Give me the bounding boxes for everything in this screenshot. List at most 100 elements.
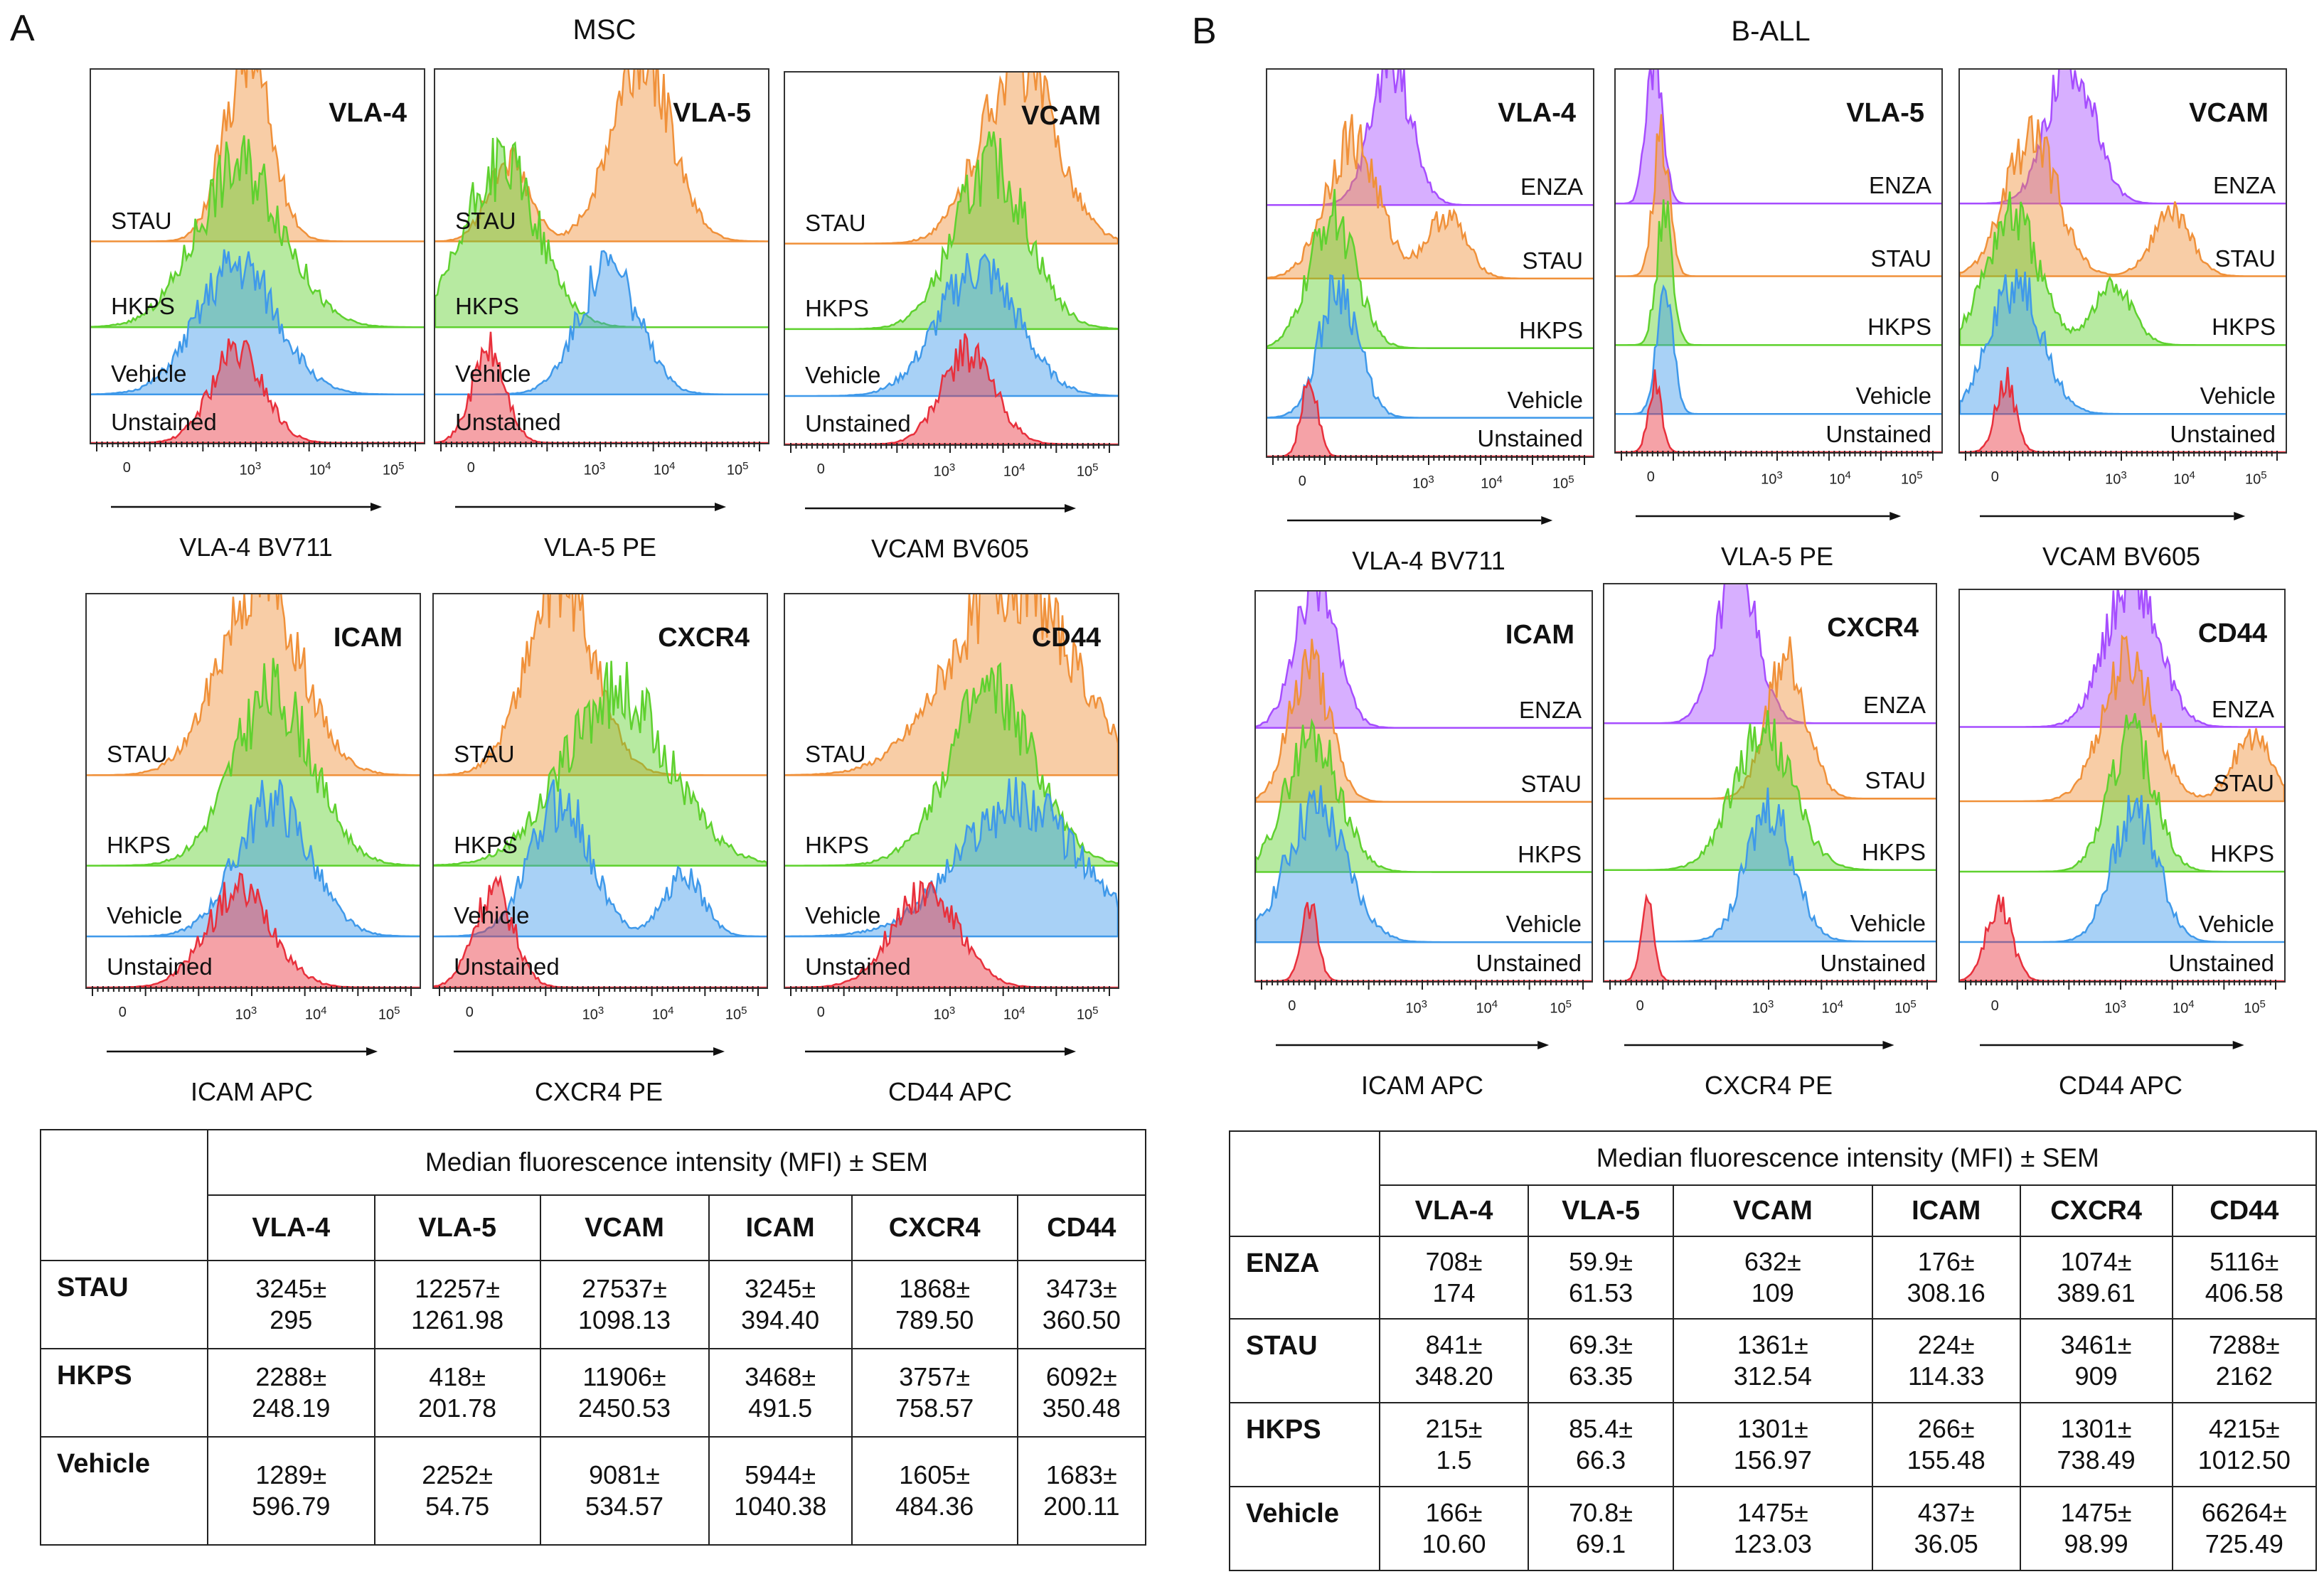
tick-label-power: 105	[1076, 1005, 1099, 1023]
track-label-unstained: Unstained	[805, 410, 911, 437]
histogram-unstained	[434, 874, 767, 988]
track-label-unstained: Unstained	[1476, 950, 1582, 976]
histogram-overlay	[785, 594, 1118, 988]
track-label-hkps: HKPS	[805, 831, 869, 858]
tick-label-zero: 0	[1990, 469, 1999, 485]
tick-label-power: 105	[1076, 461, 1099, 480]
x-axis: 0 103 104 105	[1603, 980, 1934, 1065]
table-cell: 708± 174	[1378, 1236, 1530, 1320]
axis-arrow-head	[1065, 504, 1077, 513]
axis-label: VLA-5 PE	[1720, 542, 1834, 571]
x-axis: 0 103 104 105	[1254, 980, 1590, 1065]
tick-label-power: 103	[933, 1005, 956, 1023]
marker-label: VLA-5	[1846, 98, 1924, 128]
column-header: VLA-4	[1378, 1184, 1530, 1237]
tick-label-power: 105	[1894, 998, 1917, 1017]
track-label-enza: ENZA	[1518, 696, 1582, 723]
axis-label: ICAM APC	[1360, 1071, 1484, 1100]
tick-label-power: 104	[651, 1005, 674, 1023]
marker-label: VLA-5	[673, 98, 751, 128]
axis-arrow-head	[371, 503, 383, 511]
table-cell: 4215± 1012.50	[2171, 1402, 2318, 1487]
tick-label-power: 104	[1821, 998, 1844, 1017]
column-header: VCAM	[539, 1194, 710, 1261]
x-axis: 0 103 104 105	[1266, 455, 1592, 540]
track-label-hkps: HKPS	[2212, 314, 2276, 341]
table-cell: 6092± 350.48	[1016, 1348, 1147, 1438]
mfi-table-msc: Median fluorescence intensity (MFI) ± SE…	[40, 1129, 1147, 1546]
track-label-hkps: HKPS	[107, 831, 171, 858]
table-cell: 1361± 312.54	[1672, 1318, 1873, 1403]
x-axis: 0 103 104 105	[434, 442, 767, 527]
tick-label-power: 103	[239, 460, 262, 478]
axis-arrow-head	[715, 503, 727, 511]
tick-label-power: 105	[2244, 998, 2266, 1017]
axis-label: ICAM APC	[190, 1077, 314, 1106]
track-label-vehicle: Vehicle	[1505, 911, 1582, 938]
tick-label-power: 104	[1003, 1005, 1025, 1023]
x-axis: 0 103 104 105	[784, 986, 1116, 1071]
histogram-overlay	[785, 73, 1118, 444]
tick-label-power: 105	[382, 460, 405, 478]
table-cell: 841± 348.20	[1378, 1318, 1530, 1403]
histogram-stau	[435, 70, 768, 242]
track-label-unstained: Unstained	[455, 409, 561, 435]
table-cell: 1301± 156.97	[1672, 1402, 1873, 1487]
tick-label-zero: 0	[118, 1005, 127, 1020]
histogram-overlay	[1960, 590, 2284, 981]
column-header: CD44	[1016, 1194, 1147, 1261]
track-label-stau: STAU	[1522, 247, 1583, 274]
axis-label: VCAM BV605	[870, 534, 1030, 563]
track-label-unstained: Unstained	[1825, 421, 1931, 447]
track-label-hkps: HKPS	[1867, 314, 1931, 341]
tick-label-power: 103	[235, 1005, 257, 1023]
table-cell: 85.4± 66.3	[1528, 1402, 1674, 1487]
tick-label-zero: 0	[816, 461, 825, 477]
table-cell: 66264± 725.49	[2171, 1486, 2318, 1571]
histogram-plot-msc-vla-4: STAU HKPS Vehicle Unstained VLA-4	[90, 68, 425, 444]
tick-label-power: 103	[1412, 473, 1434, 492]
track-label-vehicle: Vehicle	[107, 902, 183, 929]
table-cell: 1301± 738.49	[2019, 1402, 2173, 1487]
track-label-unstained: Unstained	[1477, 425, 1583, 451]
tick-label-power: 103	[582, 1005, 604, 1023]
tick-label-zero: 0	[1636, 998, 1644, 1014]
tick-label-power: 103	[933, 461, 956, 480]
table-row: STAU 3245± 295 12257± 1261.98 27537± 1098.13 32…	[40, 1260, 1147, 1349]
track-label-unstained: Unstained	[107, 953, 213, 980]
column-header: ICAM	[708, 1194, 853, 1261]
tick-label-power: 103	[2105, 469, 2127, 488]
track-label-stau: STAU	[1870, 245, 1931, 272]
tick-label-power: 103	[1405, 998, 1427, 1017]
marker-label: CXCR4	[1827, 613, 1919, 643]
row-header: Vehicle	[1229, 1486, 1380, 1571]
track-label-unstained: Unstained	[2168, 950, 2274, 976]
x-axis: 0 103 104 105	[432, 986, 765, 1071]
marker-label: VLA-4	[329, 98, 407, 128]
table-cell: 166± 10.60	[1378, 1486, 1530, 1571]
track-label-vehicle: Vehicle	[2198, 911, 2274, 937]
axis-arrow-head	[366, 1047, 378, 1056]
tick-label-power: 105	[1550, 998, 1572, 1017]
row-header: Vehicle	[40, 1436, 208, 1546]
x-axis: 0 103 104 105	[85, 986, 418, 1071]
marker-label: CXCR4	[658, 623, 750, 653]
axis-label: CD44 APC	[2058, 1071, 2183, 1100]
histogram-plot-b-all-cd44: ENZA STAU HKPS Vehicle Unstained CD44	[1958, 589, 2286, 983]
marker-label: CD44	[2197, 619, 2267, 648]
table-row: Vehicle 1289± 596.79 2252± 54.75 9081± 534.57 5…	[40, 1436, 1147, 1546]
panel-title-b-all: B-ALL	[1731, 16, 1811, 47]
tick-label-power: 103	[1761, 469, 1783, 488]
marker-label: ICAM	[333, 623, 403, 653]
histogram-plot-msc-vla-5: STAU HKPS Vehicle Unstained VLA-5	[434, 68, 769, 444]
track-label-unstained: Unstained	[2170, 421, 2276, 447]
axis-arrow-head	[1541, 516, 1553, 525]
histogram-plot-b-all-vla-4: ENZA STAU HKPS Vehicle Unstained VLA-4	[1266, 68, 1594, 458]
table-cell: 1683± 200.11	[1016, 1436, 1147, 1546]
table-cell: 1868± 789.50	[851, 1260, 1018, 1349]
track-label-hkps: HKPS	[1862, 838, 1926, 865]
track-label-stau: STAU	[454, 741, 515, 768]
track-label-vehicle: Vehicle	[1507, 386, 1583, 413]
histogram-unstained	[1960, 367, 2286, 452]
tick-label-zero: 0	[1288, 998, 1296, 1014]
